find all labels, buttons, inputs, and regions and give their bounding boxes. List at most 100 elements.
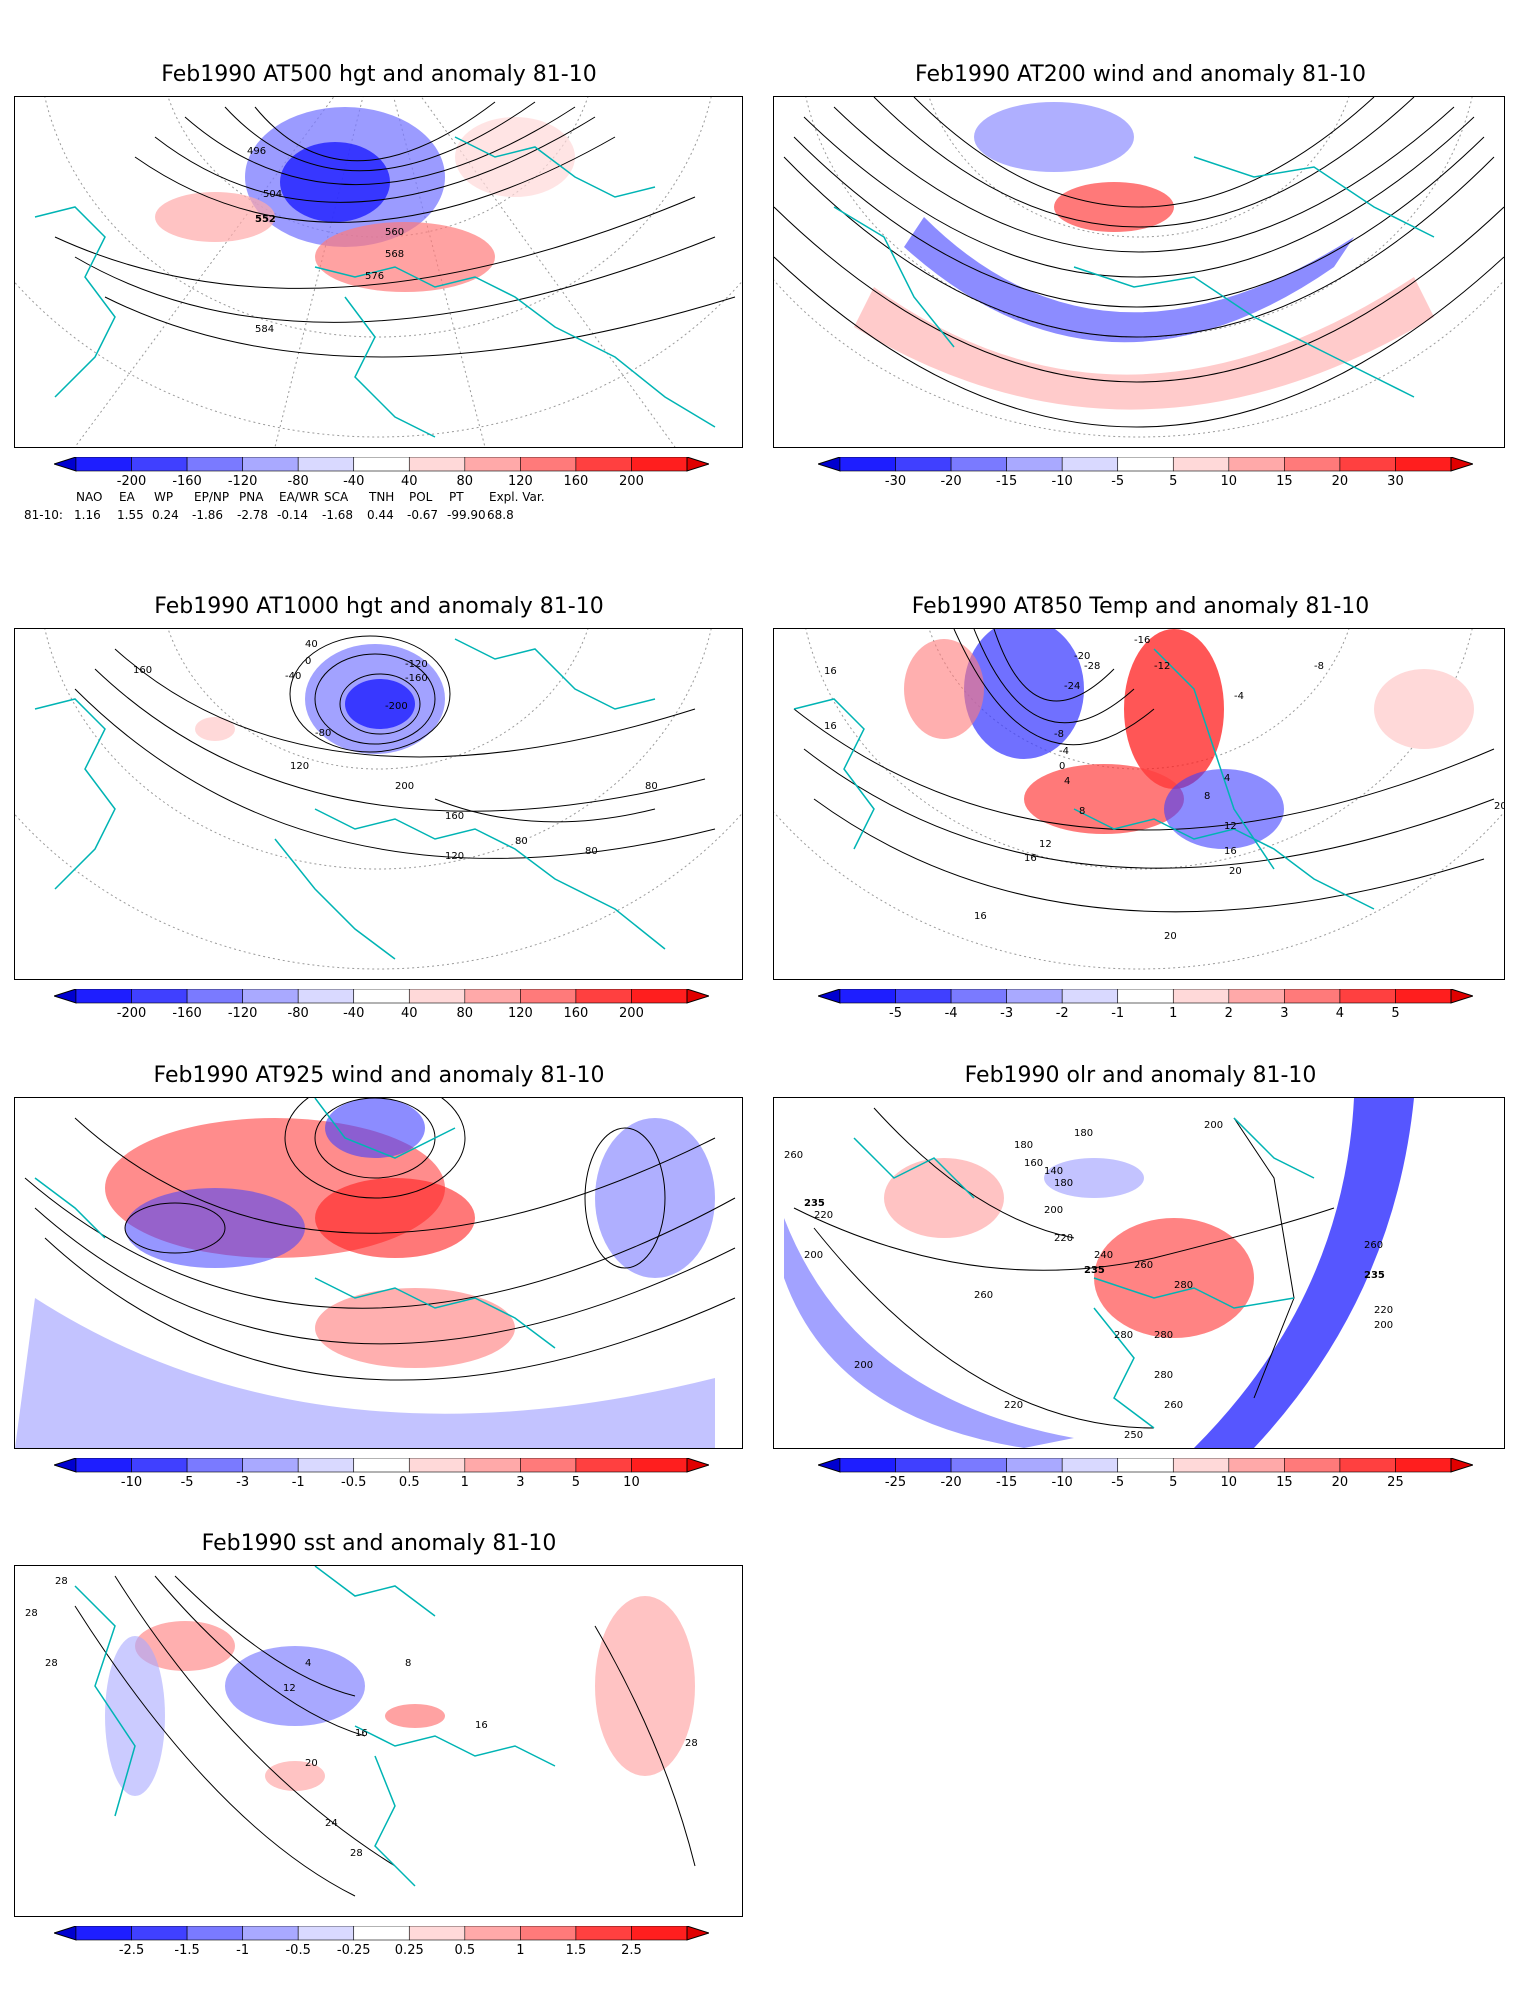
- contour-label: 280: [1154, 1370, 1173, 1381]
- contour-label: 220: [1004, 1400, 1023, 1411]
- panel-olr: Feb1990 olr and anomaly 81-10 180: [773, 1063, 1508, 1493]
- contour-label: 180: [1074, 1128, 1093, 1139]
- colorbar-tick-label: 80: [456, 1006, 474, 1021]
- colorbar-segment: [1284, 1458, 1341, 1473]
- height-contours: [74, 635, 716, 859]
- colorbar-segment: [950, 989, 1007, 1004]
- colorbar-tick-label: 5: [1391, 1006, 1400, 1021]
- colorbar-tick-label: -200: [116, 474, 147, 489]
- colorbar-svg: [818, 457, 1473, 472]
- contour-label: 28: [45, 1658, 58, 1669]
- contour-label: 240: [1094, 1250, 1113, 1261]
- colorbar-tick-label: 40: [400, 474, 418, 489]
- contour-label: 20: [305, 1758, 318, 1769]
- index-header: WP: [154, 490, 174, 504]
- panel-title: Feb1990 AT500 hgt and anomaly 81-10: [161, 62, 597, 87]
- contour-label: -8: [1054, 729, 1064, 740]
- index-header: NAO: [76, 490, 103, 504]
- contour-label: 220: [1374, 1305, 1393, 1316]
- contour-label: 12: [283, 1683, 296, 1694]
- colorbar-segment: [408, 989, 466, 1004]
- contour-label: -200: [385, 701, 408, 712]
- map-canvas: 28 28 28 12 4 8 16 20 24 28 16 28: [15, 1566, 698, 1916]
- index-value: 68.8: [487, 508, 514, 522]
- contour-label: 496: [247, 146, 266, 157]
- contour-label: -4: [1059, 746, 1069, 757]
- colorbar-arrow-low: [54, 989, 77, 1004]
- anomaly-neg-greenland: [964, 629, 1084, 759]
- colorbar-segment: [353, 457, 410, 472]
- anomaly-pos-europe: [315, 222, 495, 292]
- map-grid: [774, 629, 1504, 970]
- colorbar-tick-label: 200: [619, 1006, 644, 1021]
- contour-label: 120: [290, 761, 309, 772]
- contour-label: 280: [1114, 1330, 1133, 1341]
- colorbar-svg: [54, 457, 709, 472]
- hemisphere-mask: [774, 1098, 1124, 1448]
- colorbar-segment: [1117, 457, 1174, 472]
- hemisphere-outside-right: [1334, 1098, 1504, 1448]
- colorbar-segment: [1284, 989, 1341, 1004]
- panel-at1000-hgt: Feb1990 AT1000 hgt and anomaly 81-10: [14, 594, 744, 1024]
- colorbar-segment: [242, 989, 299, 1004]
- colorbar-arrow-high: [686, 1458, 709, 1473]
- index-header: POL: [409, 490, 433, 504]
- colorbar-segment: [950, 457, 1007, 472]
- anomaly-neg-east: [1194, 1098, 1414, 1448]
- colorbar-tick-label: 15: [1276, 474, 1293, 489]
- map-grid: [15, 629, 742, 970]
- index-header: EA/WR: [279, 490, 320, 504]
- colorbar-segment: [186, 457, 243, 472]
- colorbar: -30 -20 -15 -10 -5 5 10 15 20 30: [818, 457, 1473, 497]
- colorbar-tick-label: -20: [940, 474, 962, 489]
- colorbar-tick-label: -0.5: [285, 1943, 311, 1958]
- contour-label: 250: [1124, 1430, 1143, 1441]
- contour-label: 235: [1084, 1265, 1105, 1276]
- contour-label: 28: [25, 1608, 38, 1619]
- colorbar-tick-label: -5: [1111, 1475, 1125, 1490]
- colorbar-segment: [131, 1926, 188, 1941]
- contour-label: 560: [385, 227, 404, 238]
- colorbar-tick-label: 80: [456, 474, 474, 489]
- contour-label: 568: [385, 249, 404, 260]
- colorbar-segment: [408, 1926, 466, 1941]
- index-header: EP/NP: [194, 490, 230, 504]
- panel-at850-temp: Feb1990 AT850 Temp and anomaly 81-10: [773, 594, 1508, 1024]
- colorbar-tick-label: -40: [343, 474, 365, 489]
- contour-label: 28: [350, 1848, 363, 1859]
- colorbar-segment: [1339, 1458, 1396, 1473]
- contour-label: 4: [305, 1658, 311, 1669]
- anomaly-neg-asia: [1164, 769, 1284, 849]
- index-header: TNH: [369, 490, 395, 504]
- streamlines: [774, 97, 1504, 428]
- colorbar-tick-label: -1: [236, 1943, 250, 1958]
- colorbar-tick-label: -10: [1051, 474, 1073, 489]
- coastlines: [853, 1117, 1315, 1429]
- colorbar-arrow-low: [54, 457, 77, 472]
- colorbar-tick-label: 1: [1169, 1006, 1178, 1021]
- colorbar-tick-label: 5: [1169, 1475, 1178, 1490]
- colorbar-tick-label: 5: [1169, 474, 1178, 489]
- index-value: -99.90: [447, 508, 486, 522]
- anomaly-neg-north: [1044, 1158, 1144, 1198]
- contour-label: 8: [405, 1658, 411, 1669]
- colorbar-arrow-high: [1450, 1458, 1473, 1473]
- colorbar-segment: [631, 989, 688, 1004]
- contour-label: 20: [1164, 931, 1177, 942]
- colorbar: -10 -5 -3 -1 -0.5 0.5 1 3 5 10: [54, 1458, 709, 1498]
- map-canvas: [774, 97, 1504, 438]
- colorbar-tick-label: 3: [1280, 1006, 1289, 1021]
- colorbar-arrow-high: [1450, 989, 1473, 1004]
- colorbar-segment: [1339, 457, 1396, 472]
- colorbar-segment: [1061, 1458, 1119, 1473]
- panel-at925-wind: Feb1990 AT925 wind and anomaly 81-10: [14, 1063, 744, 1493]
- colorbar-segment: [1061, 457, 1119, 472]
- colorbar-segment: [186, 1458, 243, 1473]
- colorbar-segment: [1006, 1458, 1063, 1473]
- colorbar-segment: [631, 1926, 688, 1941]
- colorbar-tick-label: -0.5: [341, 1475, 367, 1490]
- colorbar-tick-label: 120: [507, 1006, 533, 1021]
- contour-label: 8: [1079, 806, 1085, 817]
- contour-label: 12: [1224, 821, 1237, 832]
- colorbar-segment: [75, 989, 132, 1004]
